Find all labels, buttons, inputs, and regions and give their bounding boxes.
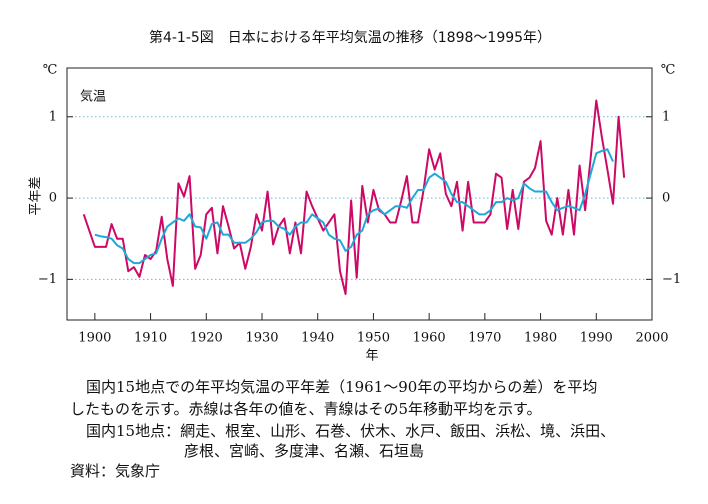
x-tick-label: 2000 — [635, 331, 668, 346]
note: 彦根、宮崎、多度津、名瀬、石垣島 — [184, 442, 424, 460]
inner-label: 気温 — [80, 89, 106, 105]
y-tick-label: −1 — [38, 272, 57, 287]
x-tick-label: 1950 — [357, 331, 390, 346]
note: 国内15地点：網走、根室、山形、石巻、伏木、水戸、飯田、浜松、境、浜田、 — [86, 422, 615, 440]
x-tick-label: 1920 — [190, 331, 223, 346]
note: 国内15地点での年平均気温の平年差（1961〜90年の平均からの差）を平均 — [86, 378, 597, 396]
chart-title: 第4-1-5図 日本における年平均気温の推移（1898〜1995年） — [149, 29, 551, 46]
note: したものを示す。赤線は各年の値を、青線はその5年移動平均を示す。 — [70, 400, 542, 418]
x-tick-label: 1930 — [245, 331, 278, 346]
series-line — [82, 99, 626, 295]
x-tick-label: 1940 — [301, 331, 334, 346]
note: 資料：気象庁 — [70, 462, 160, 480]
x-tick-label: 1970 — [468, 331, 501, 346]
x-tick-label: 1980 — [524, 331, 557, 346]
x-tick-label: 1910 — [134, 331, 167, 346]
y-tick-label: 1 — [49, 109, 57, 124]
series-line — [94, 148, 614, 265]
x-axis-label: 年 — [365, 349, 378, 364]
y-tick-label: 0 — [662, 191, 670, 206]
y-axis-label: 平年差 — [29, 176, 44, 215]
x-tick-label: 1900 — [78, 331, 111, 346]
y-tick-label: 1 — [662, 109, 670, 124]
plot-frame — [66, 67, 653, 321]
x-tick-label: 1990 — [580, 331, 613, 346]
y-unit-right: ℃ — [661, 63, 676, 78]
y-tick-label: −1 — [662, 272, 681, 287]
y-tick-label: 0 — [49, 191, 57, 206]
y-unit: ℃ — [43, 63, 58, 78]
x-tick-label: 1960 — [413, 331, 446, 346]
